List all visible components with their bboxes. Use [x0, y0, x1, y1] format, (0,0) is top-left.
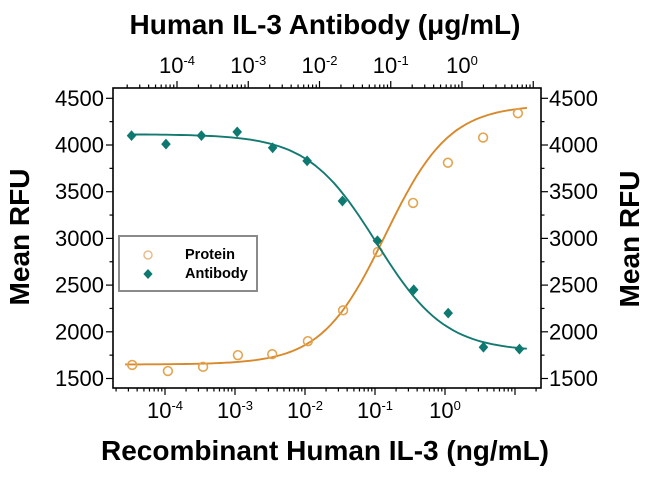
- x-tick-label-bottom: 10-4: [147, 398, 183, 423]
- antibody-data-point: [161, 138, 171, 150]
- antibody-data-point: [337, 195, 348, 207]
- antibody-data-point: [372, 235, 383, 247]
- legend-label-antibody: Antibody: [185, 265, 248, 282]
- x-tick-label-bottom: 10-2: [287, 398, 323, 423]
- curve-protein: [125, 106, 527, 366]
- y-tick-label-right: 3000: [549, 226, 598, 251]
- points-protein: [127, 108, 524, 377]
- antibody-data-point: [196, 130, 207, 142]
- y-tick-label-right: 1500: [549, 366, 598, 391]
- points-antibody: [126, 126, 525, 355]
- antibody-data-point: [478, 341, 489, 353]
- axis-ticks: [106, 81, 548, 395]
- y-tick-label-left: 3000: [55, 226, 104, 251]
- protein-data-point: [512, 108, 524, 119]
- y-tick-label-right: 4000: [549, 133, 598, 158]
- protein-data-point: [267, 349, 278, 360]
- antibody-data-point: [267, 142, 278, 154]
- antibody-data-point: [302, 155, 312, 167]
- x-tick-label-top: 10-2: [301, 53, 337, 78]
- protein-data-point: [407, 197, 419, 209]
- protein-data-point: [197, 361, 209, 373]
- protein-data-point: [337, 305, 349, 316]
- x-tick-label-top: 10-4: [159, 53, 195, 78]
- y-tick-label-left: 4000: [55, 133, 104, 158]
- legend-item-protein: Protein: [120, 245, 256, 264]
- y-tick-label-left: 2500: [55, 273, 104, 298]
- y-tick-label-right: 4500: [549, 86, 598, 111]
- x-tick-label-bottom: 10-1: [357, 398, 393, 423]
- protein-data-point: [477, 132, 489, 143]
- legend-item-antibody: Antibody: [120, 264, 256, 283]
- protein-data-point: [127, 359, 138, 371]
- antibody-diamond-icon: [143, 268, 153, 279]
- x-tick-label-top: 10-3: [230, 53, 266, 78]
- y-tick-label-right: 2000: [549, 319, 598, 344]
- x-tick-label-top: 100: [446, 53, 478, 78]
- protein-data-point: [442, 157, 454, 168]
- antibody-data-point: [514, 343, 525, 355]
- antibody-data-point: [126, 130, 137, 142]
- y-tick-label-right: 2500: [549, 273, 598, 298]
- legend: Protein Antibody: [118, 235, 258, 292]
- protein-open-circle-icon: [143, 249, 153, 260]
- protein-data-point: [302, 335, 314, 347]
- protein-data-point: [232, 349, 244, 361]
- legend-label-protein: Protein: [185, 246, 235, 263]
- y-tick-label-right: 3500: [549, 179, 598, 204]
- y-tick-label-left: 2000: [55, 319, 104, 344]
- top-axis-title: Human IL-3 Antibody (μg/mL): [129, 9, 521, 40]
- antibody-data-point: [232, 126, 243, 138]
- y-tick-label-left: 4500: [55, 86, 104, 111]
- protein-data-point: [162, 365, 174, 377]
- antibody-data-point: [408, 284, 419, 296]
- antibody-data-point: [443, 307, 453, 319]
- y-tick-label-left: 1500: [55, 366, 104, 391]
- x-tick-label-top: 10-1: [373, 53, 409, 78]
- y-tick-label-left: 3500: [55, 179, 104, 204]
- tick-labels: 1500 1500 2000 2000 2500 2500 3000 3000 3500 3500…: [55, 53, 598, 423]
- x-tick-label-bottom: 100: [429, 398, 461, 423]
- x-tick-label-bottom: 10-3: [217, 398, 253, 423]
- x-axis-bottom-title: Recombinant Human IL-3 (ng/mL): [101, 435, 549, 466]
